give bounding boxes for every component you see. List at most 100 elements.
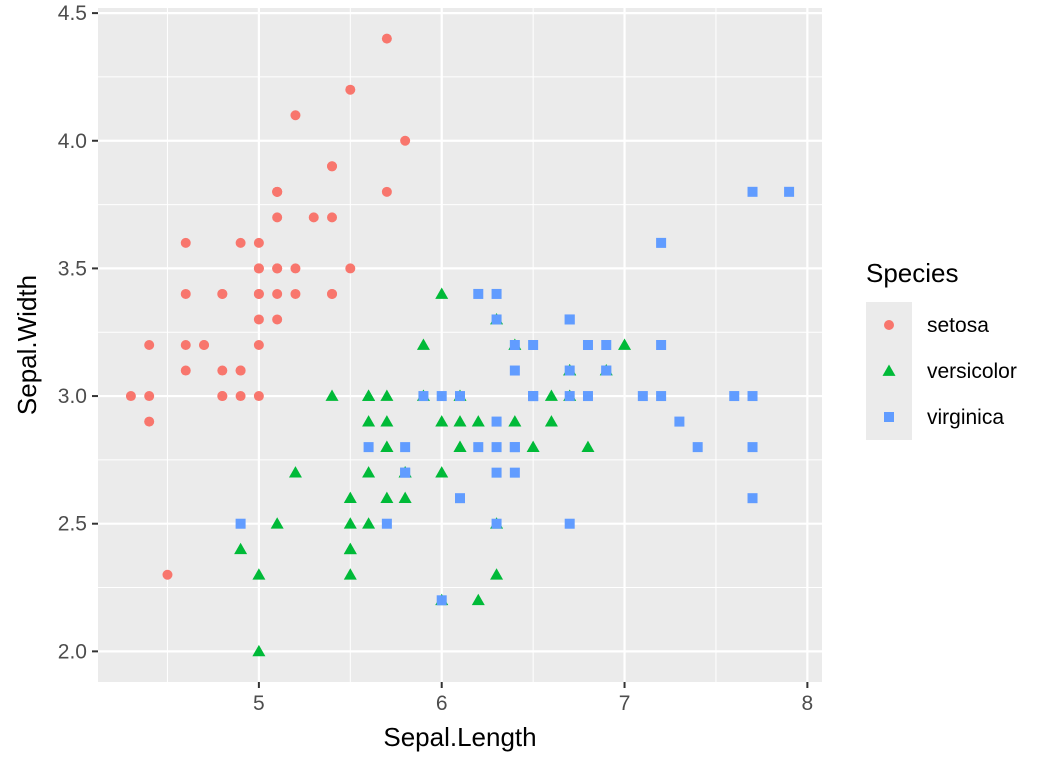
setosa-point — [272, 212, 283, 223]
setosa-point — [180, 288, 191, 299]
versicolor-point — [544, 389, 558, 401]
virginica-point — [509, 365, 520, 376]
y-tick-label: 2.0 — [58, 640, 87, 663]
versicolor-point — [380, 415, 394, 427]
virginica-point — [455, 391, 465, 402]
versicolor-point — [343, 517, 357, 529]
versicolor-point — [490, 568, 504, 580]
versicolor-point — [453, 415, 467, 427]
legend-title: Species — [866, 258, 959, 288]
versicolor-point — [544, 415, 558, 427]
versicolor-point — [362, 389, 376, 401]
virginica-point — [564, 314, 575, 325]
versicolor-point — [471, 415, 485, 427]
setosa-point — [400, 135, 411, 146]
virginica-point — [564, 518, 575, 529]
legend-square-icon — [884, 412, 894, 422]
versicolor-point — [380, 440, 394, 452]
setosa-point — [290, 263, 301, 274]
virginica-point — [747, 391, 758, 402]
setosa-point — [381, 186, 392, 197]
legend: Species setosa versicolor virginica — [866, 258, 1017, 440]
setosa-point — [144, 391, 155, 402]
versicolor-point — [453, 440, 467, 452]
virginica-point — [491, 416, 502, 427]
versicolor-point — [362, 466, 376, 478]
versicolor-point — [471, 593, 485, 606]
data-points — [125, 33, 795, 657]
virginica-point — [509, 467, 520, 478]
virginica-point — [509, 442, 520, 453]
setosa-point — [308, 212, 319, 223]
virginica-point — [674, 416, 685, 427]
virginica-point — [564, 365, 575, 376]
setosa-point — [272, 314, 283, 325]
versicolor-point — [252, 568, 266, 580]
setosa-point — [217, 391, 228, 402]
legend-label: versicolor — [927, 360, 1017, 383]
versicolor-point — [618, 338, 632, 350]
setosa-point — [217, 365, 228, 376]
plot-panel — [98, 8, 822, 682]
virginica-point — [601, 365, 612, 376]
setosa-point — [327, 161, 338, 172]
setosa-point — [253, 288, 264, 299]
versicolor-point — [435, 287, 449, 299]
virginica-point — [729, 391, 740, 402]
legend-label: setosa — [927, 314, 989, 337]
setosa-point — [180, 365, 191, 376]
versicolor-point — [288, 466, 302, 478]
setosa-point — [290, 110, 301, 121]
setosa-point — [144, 416, 155, 427]
virginica-point — [582, 340, 593, 350]
virginica-point — [400, 442, 411, 453]
setosa-point — [199, 340, 210, 350]
virginica-point — [656, 237, 667, 248]
virginica-point — [436, 595, 447, 606]
versicolor-point — [435, 466, 449, 478]
versicolor-point — [508, 415, 522, 427]
x-axis-title: Sepal.Length — [383, 722, 536, 752]
x-tick-label: 6 — [436, 692, 448, 715]
setosa-point — [290, 288, 301, 299]
versicolor-point — [581, 440, 595, 452]
legend-items: setosa versicolor virginica — [866, 302, 1017, 440]
versicolor-point — [380, 389, 394, 401]
virginica-point — [491, 518, 502, 529]
setosa-point — [235, 391, 246, 402]
versicolor-point — [398, 491, 412, 504]
virginica-point — [436, 391, 447, 402]
versicolor-point — [325, 389, 339, 401]
y-axis: 2.0 2.5 3.0 3.5 4.0 4.5 — [58, 2, 98, 663]
setosa-point — [327, 212, 338, 223]
virginica-point — [656, 340, 667, 350]
virginica-point — [455, 493, 465, 504]
y-tick-label: 4.5 — [58, 2, 87, 25]
setosa-point — [144, 340, 155, 350]
setosa-point — [345, 263, 356, 274]
versicolor-point — [234, 542, 248, 555]
virginica-point — [418, 391, 429, 402]
setosa-point — [180, 340, 191, 350]
virginica-point — [491, 314, 502, 325]
setosa-point — [253, 391, 264, 402]
series-setosa — [125, 33, 411, 580]
setosa-point — [125, 391, 136, 402]
setosa-point — [381, 33, 392, 44]
virginica-point — [473, 288, 484, 299]
legend-item-setosa: setosa — [866, 302, 989, 348]
series-virginica — [235, 186, 795, 606]
y-axis-title: Sepal.Width — [12, 275, 42, 415]
virginica-point — [747, 493, 758, 504]
versicolor-point — [343, 491, 357, 504]
setosa-point — [345, 84, 356, 95]
y-tick-label: 2.5 — [58, 513, 87, 536]
setosa-point — [253, 314, 264, 325]
setosa-point — [272, 186, 283, 197]
setosa-point — [180, 237, 191, 248]
virginica-point — [564, 391, 575, 402]
versicolor-point — [416, 338, 430, 350]
virginica-point — [473, 442, 484, 453]
virginica-point — [637, 391, 648, 402]
